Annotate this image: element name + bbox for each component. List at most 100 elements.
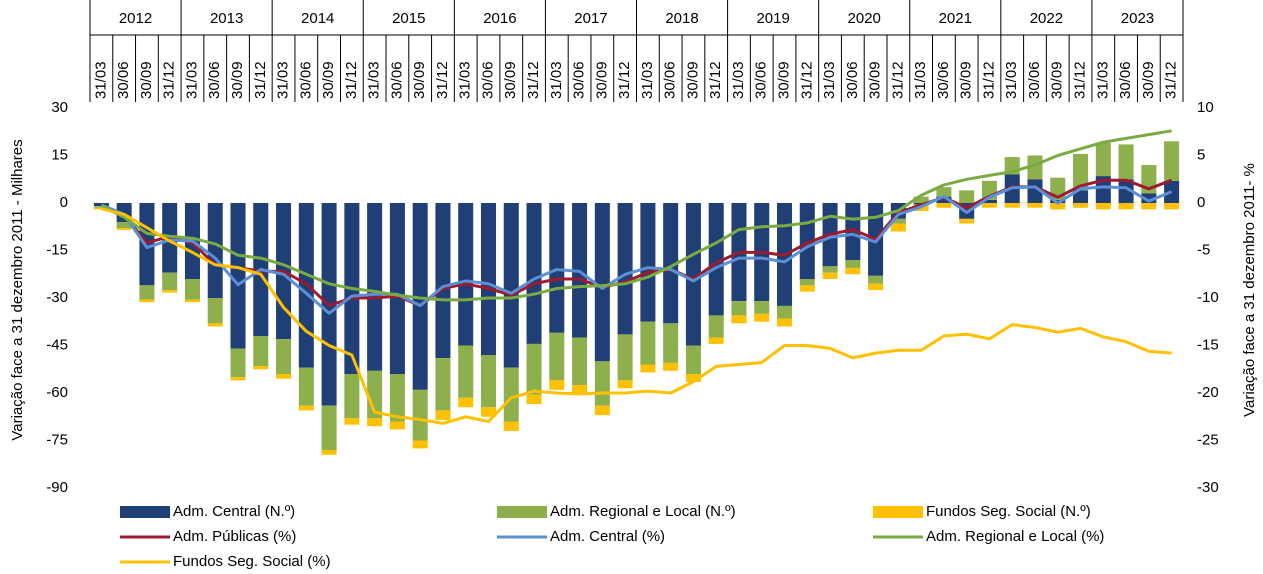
year-label: 2012 — [119, 10, 152, 27]
x-tick-label: 30/06 — [297, 61, 314, 99]
legend-swatch — [497, 506, 547, 518]
x-tick-label: 30/09 — [958, 61, 975, 99]
bar — [253, 336, 269, 367]
bar — [594, 361, 610, 406]
bar — [959, 190, 975, 203]
x-tick-label: 31/03 — [639, 61, 656, 99]
legend-label: Fundos Seg. Social (%) — [173, 553, 331, 570]
x-tick-label: 31/12 — [798, 61, 815, 99]
bar — [1164, 203, 1180, 210]
bar — [480, 407, 497, 417]
year-label: 2013 — [210, 10, 243, 27]
bar — [526, 203, 542, 344]
bar — [1073, 190, 1089, 203]
bar — [1073, 203, 1089, 208]
bar — [412, 389, 428, 441]
bar — [868, 275, 884, 284]
bar — [298, 405, 314, 411]
bar — [207, 323, 223, 327]
x-tick-label: 30/09 — [1049, 61, 1066, 99]
x-tick-label: 31/03 — [730, 61, 747, 99]
bar — [708, 337, 724, 344]
y2-tick-label: -25 — [1197, 431, 1219, 448]
bar — [458, 345, 474, 398]
bar — [93, 207, 109, 210]
bar — [389, 374, 405, 422]
legend-label: Adm. Central (N.º) — [173, 503, 295, 520]
x-tick-label: 30/09 — [138, 61, 155, 99]
y2-tick-label: -20 — [1197, 384, 1219, 401]
bar — [367, 203, 383, 371]
bar — [526, 343, 542, 395]
bar — [435, 410, 451, 420]
y2-tick-label: -30 — [1197, 479, 1219, 496]
y-tick-label: 0 — [60, 194, 68, 211]
bar — [936, 203, 952, 208]
bar — [503, 421, 519, 431]
bar — [207, 203, 223, 298]
x-tick-label: 30/06 — [571, 61, 588, 99]
x-tick-label: 31/12 — [889, 61, 906, 99]
bar — [276, 339, 292, 374]
legend-swatch — [120, 506, 170, 518]
bar — [731, 315, 747, 324]
line — [100, 129, 1172, 302]
bar — [276, 374, 292, 379]
year-label: 2023 — [1121, 10, 1154, 27]
y-tick-label: -30 — [46, 289, 68, 306]
bar — [230, 348, 246, 378]
bar — [572, 385, 588, 395]
bar — [1027, 203, 1043, 208]
bar — [640, 364, 656, 373]
bar — [822, 272, 838, 279]
bar — [663, 362, 679, 371]
y2-axis-label: Variação face a 31 dezembro 2011- % — [1241, 163, 1258, 417]
legend-label: Adm. Central (%) — [550, 528, 665, 545]
bar — [503, 367, 519, 422]
bar — [207, 298, 223, 324]
bar — [1164, 141, 1180, 181]
bar — [412, 440, 428, 449]
bar — [845, 260, 861, 268]
y2-tick-label: -5 — [1197, 241, 1210, 258]
year-label: 2020 — [848, 10, 881, 27]
bar — [503, 203, 519, 368]
x-tick-label: 31/12 — [525, 61, 542, 99]
x-tick-label: 30/06 — [115, 61, 132, 99]
bar — [572, 337, 588, 386]
bar — [731, 301, 747, 316]
year-label: 2019 — [756, 10, 789, 27]
bar — [1141, 193, 1157, 203]
bar — [253, 366, 269, 370]
bar — [116, 228, 132, 230]
x-tick-label: 31/12 — [980, 61, 997, 99]
bar — [139, 299, 155, 303]
bar — [663, 323, 679, 363]
y2-tick-label: 5 — [1197, 146, 1205, 163]
bar — [776, 318, 793, 327]
bar — [321, 450, 337, 455]
line — [100, 185, 1173, 315]
bar — [344, 374, 360, 419]
x-tick-label: 30/06 — [844, 61, 861, 99]
bar — [184, 279, 200, 300]
x-tick-label: 30/09 — [411, 61, 428, 99]
bar — [526, 394, 542, 405]
bar — [298, 367, 314, 406]
x-tick-label: 31/12 — [707, 61, 724, 99]
x-tick-label: 30/06 — [1117, 61, 1134, 99]
bar — [959, 218, 975, 224]
x-tick-label: 30/09 — [320, 61, 337, 99]
bar — [1118, 179, 1134, 203]
y-tick-label: 30 — [51, 99, 68, 116]
bar — [845, 267, 861, 275]
x-tick-label: 31/12 — [616, 61, 633, 99]
bar — [458, 203, 474, 346]
y-tick-label: -60 — [46, 384, 68, 401]
bar — [776, 305, 793, 319]
bar — [663, 203, 679, 324]
bar — [685, 374, 701, 382]
bar — [480, 203, 497, 355]
year-label: 2015 — [392, 10, 425, 27]
